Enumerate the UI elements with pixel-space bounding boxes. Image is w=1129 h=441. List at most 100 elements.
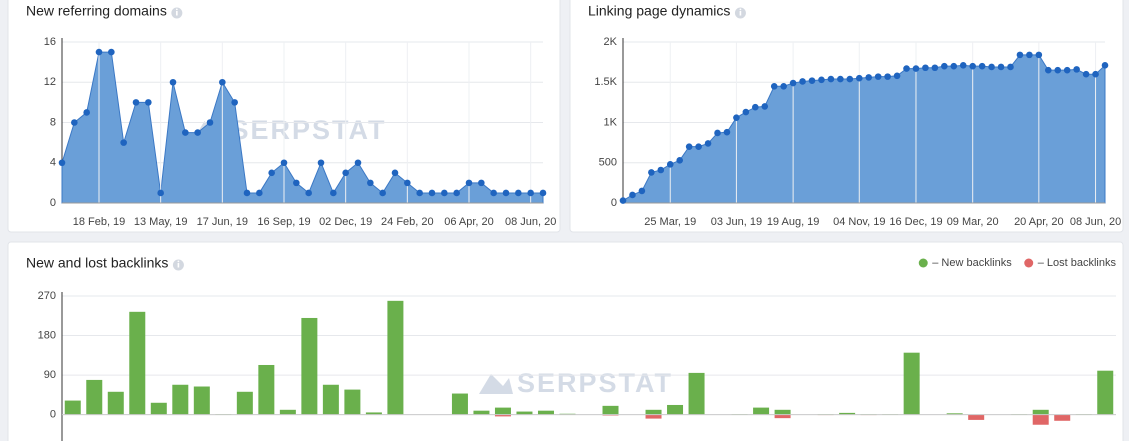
point [676,157,684,164]
point [818,76,825,84]
point [404,179,411,187]
point [893,72,901,80]
point [465,179,473,187]
point [243,189,251,197]
bar [903,352,920,415]
x-tick-label: 20 Apr, 20 [1014,216,1064,228]
x-tick-label: 09 Mar, 20 [947,216,999,228]
point [120,139,127,146]
x-tick-label: 17 Jun, 19 [197,216,248,228]
point [1054,66,1062,74]
y-tick-label: 500 [599,157,617,169]
bar [107,391,124,415]
bar [129,311,146,415]
point [941,62,948,70]
point [884,73,891,80]
point [527,189,534,197]
y-tick-label: 270 [38,290,56,302]
y-tick-label: 90 [44,369,56,381]
info-icon-glyph [177,260,180,263]
point [354,159,362,167]
bar [1032,414,1049,425]
point [108,48,115,56]
legend-label: – Lost backlinks [1038,257,1117,269]
y-tick-label: 0 [50,197,56,209]
point [441,189,448,197]
point [950,62,958,70]
point [478,179,485,187]
x-tick-label: 08 Jun, 20 [505,216,556,228]
card [7,241,1124,441]
point [515,189,522,197]
point [780,82,787,90]
point [714,129,721,137]
point [1082,70,1090,78]
bar [301,317,318,415]
bar [473,410,490,415]
x-tick-label: 25 Mar, 19 [644,216,696,228]
bar [64,400,81,415]
x-tick-label: 03 Jun, 19 [711,216,762,228]
chart-title: New referring domains [26,3,167,19]
point [71,119,78,126]
point [83,109,90,116]
point [1007,63,1014,71]
info-icon-glyph [176,11,178,16]
point [502,189,510,197]
point [931,64,939,72]
point [132,99,140,106]
bar [774,414,791,419]
point [95,48,103,56]
bar [1032,409,1049,415]
point [539,189,547,197]
legend-swatch [1024,258,1034,268]
point [330,189,337,197]
bar [946,413,963,415]
point [789,79,797,87]
y-tick-label: 0 [611,197,617,209]
point [903,65,910,72]
point [629,191,636,199]
point [342,169,349,177]
bar [774,409,791,415]
point [770,82,778,90]
watermark: SERPSTAT [231,115,387,145]
bar [1097,370,1114,415]
point [416,189,423,197]
point [1016,51,1024,59]
info-icon-glyph [177,263,180,268]
point [808,77,816,84]
bar [344,389,361,415]
point [206,119,214,126]
bar [688,372,705,415]
bar [258,364,275,415]
point [619,197,627,204]
point [182,129,189,136]
point [723,128,731,136]
bar [537,410,554,415]
point [58,159,66,167]
bar [193,386,210,415]
y-tick-label: 4 [50,157,56,169]
y-tick-label: 8 [50,116,56,128]
bar [753,407,770,415]
point [379,189,386,197]
bar [322,384,339,415]
point [988,63,995,71]
x-tick-label: 16 Dec, 19 [889,216,942,228]
y-tick-label: 180 [38,329,56,341]
point [428,189,436,197]
point [997,63,1005,71]
y-tick-label: 16 [44,36,56,48]
point [453,189,460,197]
point [1026,51,1033,59]
watermark: SERPSTAT [517,368,673,398]
watermark-logo [479,374,513,394]
bar [494,414,511,417]
point [1073,66,1080,73]
point [685,143,693,150]
bar [451,393,468,415]
bar [150,402,167,415]
point [922,64,929,72]
